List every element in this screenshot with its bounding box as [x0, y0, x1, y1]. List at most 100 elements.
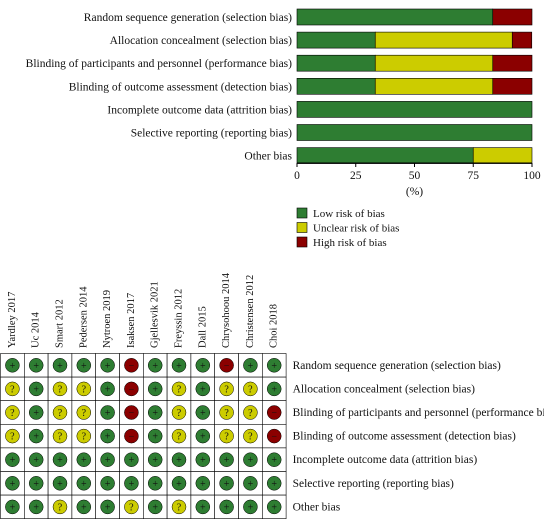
risk-symbol: +	[152, 502, 158, 513]
risk-symbol: +	[81, 455, 87, 466]
risk-symbol: +	[224, 455, 230, 466]
risk-symbol: ?	[248, 408, 253, 419]
risk-symbol: +	[248, 455, 254, 466]
bar-segment	[492, 8, 533, 26]
risk-symbol: +	[200, 502, 206, 513]
risk-symbol: +	[105, 479, 111, 490]
risk-symbol: ?	[224, 408, 229, 419]
risk-symbol: ?	[82, 432, 87, 443]
bar-category-label: Other bias	[244, 151, 292, 163]
bar-segment	[296, 54, 376, 72]
bar-segment	[296, 101, 533, 118]
risk-symbol: ?	[82, 408, 87, 419]
risk-symbol: +	[81, 361, 87, 372]
risk-symbol: +	[200, 361, 206, 372]
risk-unclear-mark	[52, 499, 68, 515]
risk-unclear-mark	[243, 428, 258, 444]
risk-low-mark	[52, 476, 68, 491]
risk-low-mark	[5, 358, 20, 373]
risk-low-mark	[147, 381, 163, 397]
risk-symbol: ?	[10, 408, 15, 419]
bar-segment	[296, 31, 376, 49]
risk-symbol: +	[33, 432, 39, 443]
study-header: Smart 2012	[55, 299, 66, 348]
risk-symbol: +	[105, 455, 111, 466]
risk-symbol: +	[33, 384, 39, 395]
risk-symbol: ?	[177, 408, 182, 419]
risk-high-mark	[124, 428, 139, 444]
risk-low-mark	[195, 358, 211, 373]
risk-symbol: ?	[177, 432, 182, 443]
risk-symbol: ?	[58, 432, 63, 443]
risk-symbol: +	[10, 455, 16, 466]
risk-unclear-mark	[171, 428, 187, 444]
grid-domain-label: Blinding of participants and personnel (…	[293, 407, 544, 419]
grid-domain-label: Allocation concealment (selection bias)	[293, 383, 476, 395]
risk-symbol: +	[176, 361, 182, 372]
study-header: Chrysohoou 2014	[221, 272, 232, 348]
risk-low-mark	[100, 405, 115, 420]
risk-unclear-mark	[243, 381, 258, 397]
risk-symbol: +	[200, 384, 206, 395]
risk-symbol: −	[224, 361, 230, 372]
risk-symbol: +	[152, 479, 158, 490]
risk-low-mark	[171, 476, 187, 491]
risk-low-mark	[100, 499, 115, 515]
risk-low-mark	[219, 476, 234, 491]
risk-high-mark	[124, 358, 139, 373]
grid-domain-label: Selective reporting (reporting bias)	[293, 478, 454, 490]
risk-unclear-mark	[171, 499, 187, 515]
risk-symbol: +	[33, 502, 39, 513]
risk-low-mark	[147, 452, 163, 467]
bar-category-label: Blinding of outcome assessment (detectio…	[69, 81, 292, 93]
risk-symbol: +	[271, 384, 277, 395]
risk-symbol: +	[248, 479, 254, 490]
risk-low-mark	[28, 381, 44, 397]
bar-category-label: Random sequence generation (selection bi…	[84, 12, 292, 24]
risk-symbol: +	[200, 432, 206, 443]
risk-symbol: ?	[58, 502, 63, 513]
risk-unclear-mark	[76, 405, 92, 420]
risk-low-mark	[28, 358, 44, 373]
risk-symbol: +	[152, 384, 158, 395]
bar-segment	[492, 54, 533, 72]
risk-symbol: +	[81, 502, 87, 513]
study-header: Choi 2018	[269, 304, 280, 348]
risk-symbol: +	[224, 479, 230, 490]
risk-symbol: ?	[177, 502, 182, 513]
legend-swatch	[296, 207, 308, 219]
bar-category-label: Selective reporting (reporting bias)	[131, 128, 292, 140]
risk-symbol: +	[271, 479, 277, 490]
risk-symbol: +	[248, 361, 254, 372]
risk-low-mark	[266, 452, 282, 467]
risk-low-mark	[147, 499, 163, 515]
risk-symbol: +	[57, 479, 63, 490]
study-header: Yardley 2017	[7, 292, 18, 348]
study-header: Pedersen 2014	[78, 286, 89, 348]
risk-low-mark	[243, 452, 258, 467]
risk-low-mark	[266, 476, 282, 491]
risk-symbol: ?	[58, 384, 63, 395]
risk-symbol: +	[271, 361, 277, 372]
risk-symbol: +	[176, 479, 182, 490]
risk-symbol: −	[129, 361, 135, 372]
risk-unclear-mark	[5, 428, 20, 444]
risk-high-mark	[266, 428, 282, 444]
risk-low-mark	[195, 428, 211, 444]
risk-unclear-mark	[52, 381, 68, 397]
bar-segment	[296, 8, 494, 26]
bar-segment	[374, 54, 494, 72]
bar-segment	[296, 78, 376, 95]
risk-symbol: +	[10, 361, 16, 372]
risk-unclear-mark	[5, 405, 20, 420]
risk-symbol: +	[152, 361, 158, 372]
risk-symbol: −	[271, 432, 277, 443]
risk-low-mark	[147, 405, 163, 420]
risk-symbol: +	[105, 502, 111, 513]
legend-label: High risk of bias	[313, 237, 387, 249]
risk-low-mark	[147, 476, 163, 491]
risk-low-mark	[195, 405, 211, 420]
risk-low-mark	[52, 452, 68, 467]
bar-segment	[472, 147, 533, 164]
